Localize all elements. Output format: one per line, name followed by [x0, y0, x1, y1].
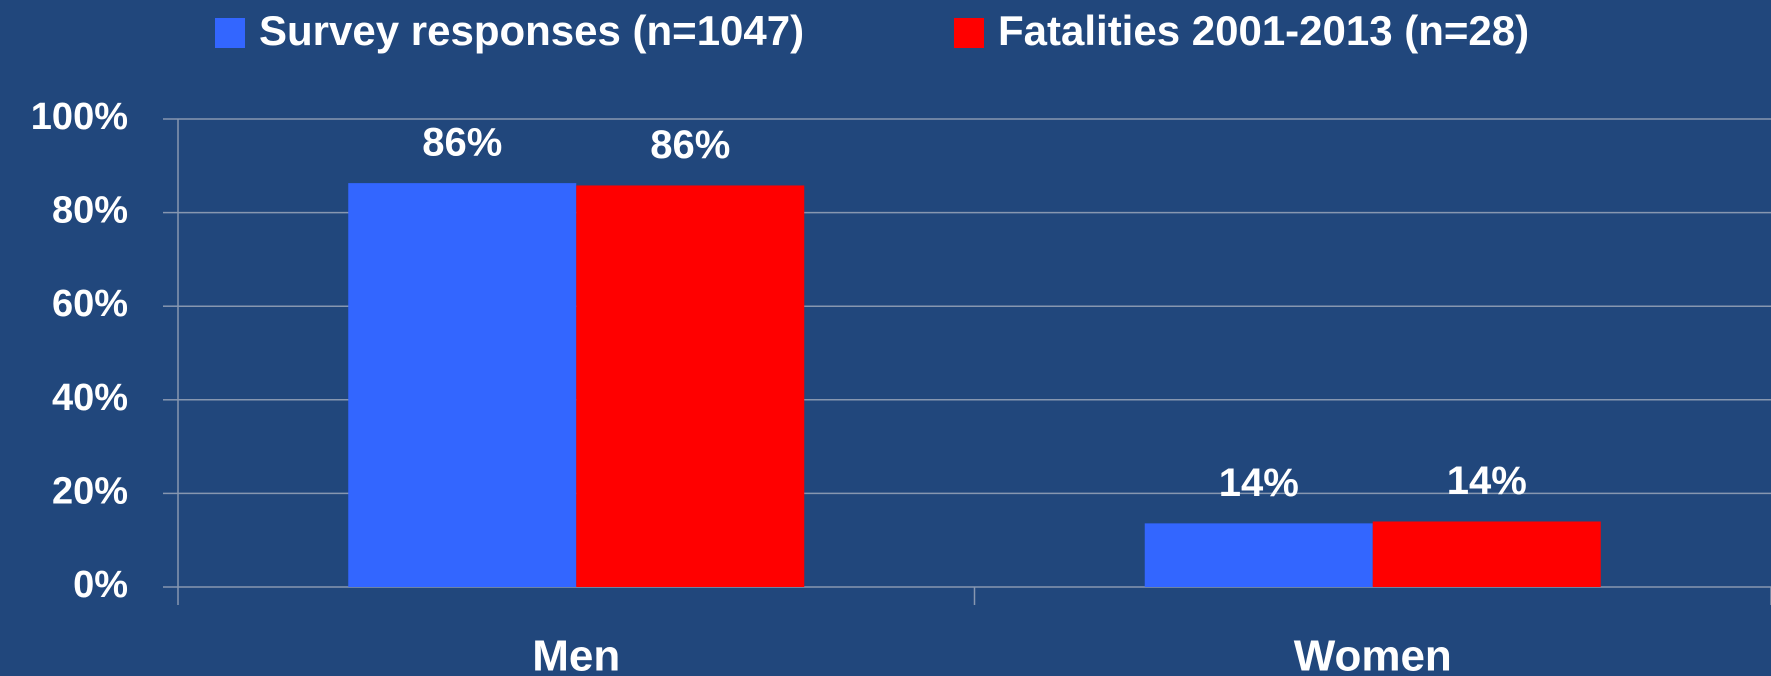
y-tick-label: 0%: [73, 564, 128, 606]
y-tick-label: 60%: [52, 283, 128, 325]
data-label: 14%: [1219, 461, 1299, 505]
legend-label: Fatalities 2001-2013 (n=28): [998, 7, 1529, 54]
y-tick-label: 40%: [52, 377, 128, 419]
data-label: 86%: [650, 123, 730, 167]
legend-label: Survey responses (n=1047): [259, 7, 804, 54]
legend-swatch: [954, 18, 984, 48]
y-tick-label: 20%: [52, 470, 128, 512]
data-label: 86%: [422, 121, 502, 165]
bar: [576, 185, 805, 587]
y-tick-label: 100%: [31, 96, 128, 138]
x-tick-label: Men: [532, 632, 620, 676]
y-tick-label: 80%: [52, 190, 128, 232]
bar: [1144, 523, 1373, 587]
x-tick-label: Women: [1294, 632, 1452, 676]
bar: [348, 183, 577, 587]
bar: [1372, 521, 1601, 587]
legend-swatch: [215, 18, 245, 48]
data-label: 14%: [1447, 459, 1527, 503]
